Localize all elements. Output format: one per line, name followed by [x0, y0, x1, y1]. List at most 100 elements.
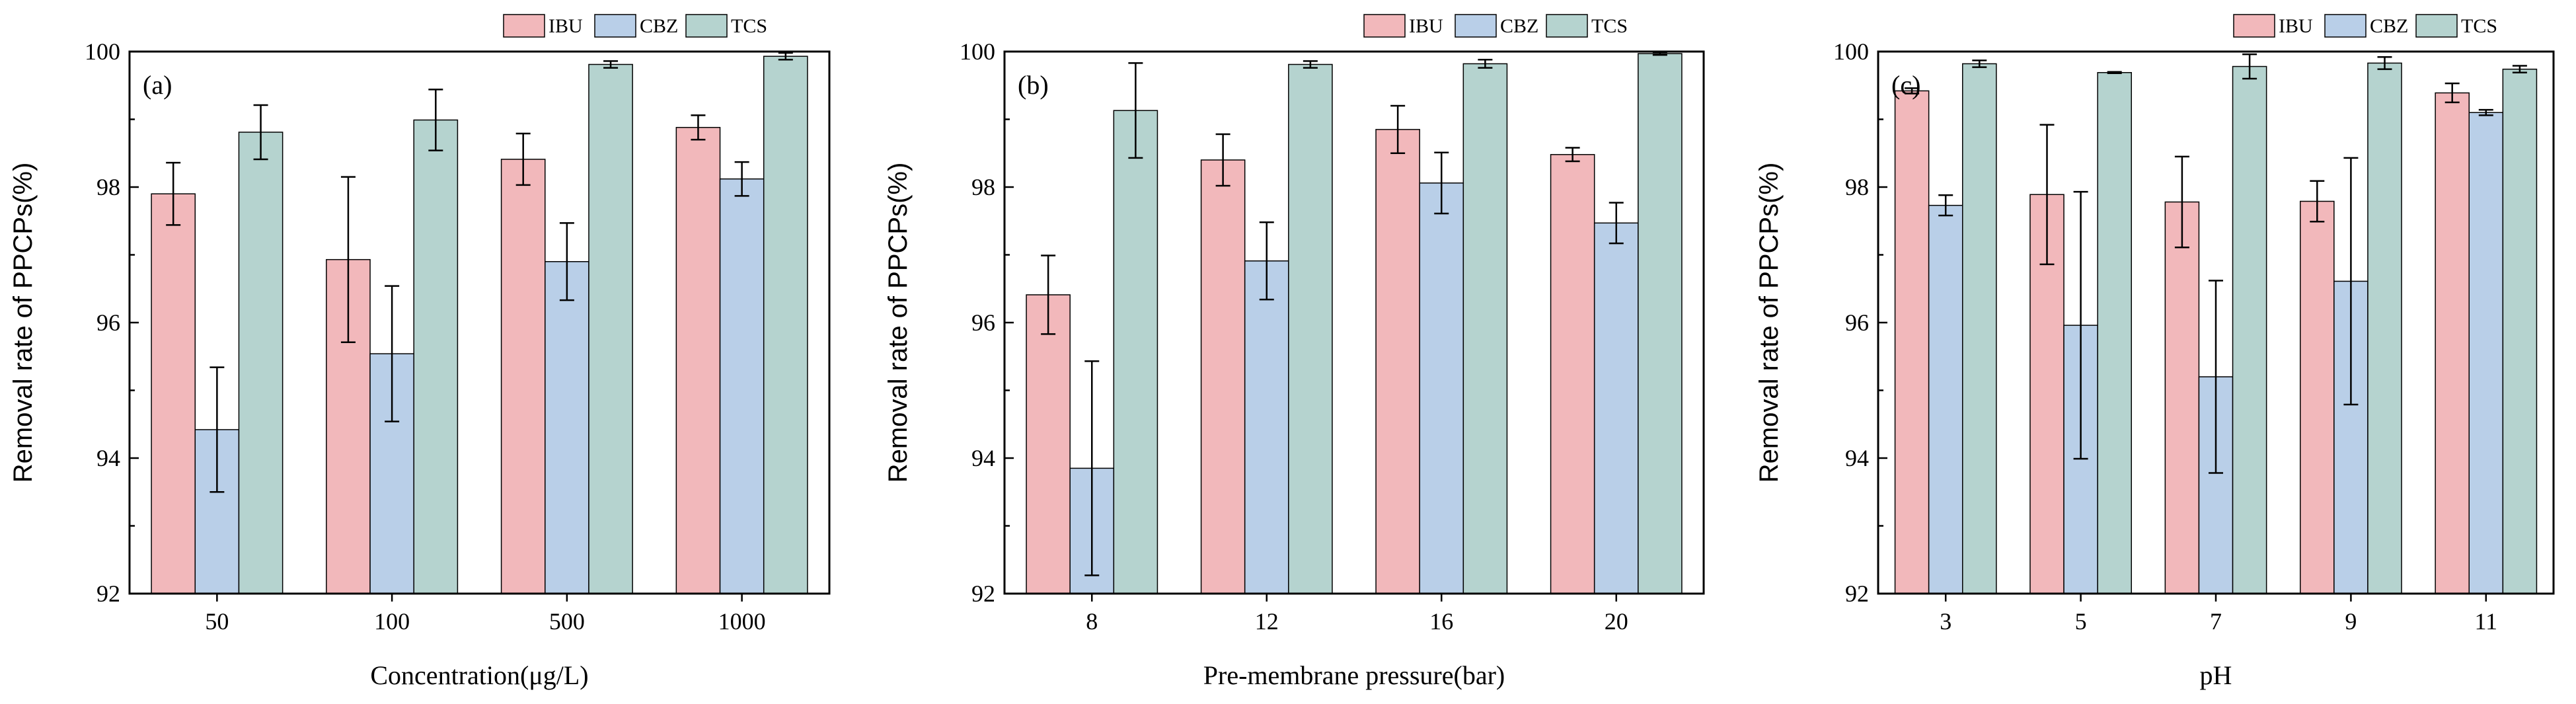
x-tick-label: 3	[1940, 608, 1951, 635]
bar-ibu-3	[1894, 90, 1930, 594]
bar-tcs-500	[588, 63, 633, 594]
x-tick-label: 20	[1605, 608, 1628, 635]
y-tick-label: 98	[1845, 174, 1869, 200]
bar-tcs-1000	[763, 56, 808, 594]
error-bar-ibu-11	[2444, 82, 2460, 104]
series-ibu	[1026, 104, 1595, 594]
chart-panel-1: 92 94 96 98 100 50 100 500 1000 Concentration(μg/…	[9, 14, 831, 690]
y-tick-label: 96	[96, 309, 120, 336]
legend: IBU CBZ TCS	[2233, 14, 2497, 38]
legend-swatch-tcs	[1546, 14, 1588, 38]
y-tick-label: 94	[1845, 445, 1869, 471]
legend-label-cbz: CBZ	[640, 15, 678, 37]
error-bar-cbz-3	[1938, 194, 1953, 217]
error-bar-ibu-12	[1215, 133, 1231, 187]
bar-ibu-16	[1375, 129, 1420, 594]
legend-label-tcs: TCS	[731, 15, 767, 37]
series-ibu	[151, 114, 721, 594]
bar-tcs-12	[1288, 63, 1333, 594]
bar-tcs-3	[1962, 63, 1997, 594]
x-tick-label: 50	[205, 608, 229, 635]
error-bar-cbz-50	[209, 366, 225, 493]
error-bar-tcs-7	[2242, 53, 2257, 80]
bar-tcs-100	[413, 119, 459, 594]
error-bar-tcs-11	[2512, 65, 2527, 74]
bar-ibu-500	[500, 159, 546, 594]
chart-panel-3: 92 94 96 98 100 3 5 7 9 11 pH Removal rate of PPCPs…	[1755, 14, 2555, 690]
error-bar-tcs-3	[1972, 59, 1987, 68]
series-tcs	[1113, 51, 1683, 594]
bar-ibu-9	[2300, 200, 2335, 594]
error-bar-ibu-3	[1905, 87, 1920, 95]
series-tcs	[238, 52, 808, 594]
x-tick-label: 16	[1429, 608, 1453, 635]
y-axis-ticks	[1878, 50, 1887, 595]
error-bar-tcs-8	[1128, 62, 1143, 159]
legend: IBU CBZ TCS	[503, 14, 767, 38]
y-tick-label: 96	[1845, 309, 1869, 336]
y-tick-label: 98	[971, 174, 995, 200]
bar-cbz-20	[1593, 222, 1639, 594]
y-tick-label: 98	[96, 174, 120, 200]
bar-cbz-1000	[719, 178, 765, 594]
bar-ibu-11	[2435, 92, 2470, 594]
x-axis-label: Pre-membrane pressure(bar)	[1203, 660, 1505, 690]
legend-label-tcs: TCS	[1591, 15, 1628, 37]
legend-swatch-ibu	[1363, 14, 1406, 38]
legend-label-ibu: IBU	[2279, 15, 2313, 37]
error-bar-tcs-50	[253, 104, 268, 161]
error-bar-tcs-16	[1478, 59, 1493, 69]
error-bar-cbz-8	[1084, 360, 1100, 576]
bar-tcs-9	[2367, 62, 2402, 594]
panel-label: (c)	[1891, 70, 1920, 100]
legend-swatch-cbz	[1455, 14, 1497, 38]
bar-tcs-5	[2097, 72, 2132, 594]
x-tick-label: 7	[2210, 608, 2222, 635]
bar-tcs-20	[1638, 53, 1683, 594]
bar-ibu-8	[1026, 294, 1071, 594]
error-bar-cbz-1000	[734, 161, 749, 197]
legend-swatch-tcs	[685, 14, 728, 38]
error-bar-cbz-100	[385, 285, 400, 422]
bar-tcs-16	[1462, 63, 1508, 594]
legend-swatch-cbz	[594, 14, 636, 38]
series-ibu	[1894, 82, 2470, 594]
error-bar-ibu-100	[340, 176, 356, 343]
error-bar-ibu-5	[2039, 124, 2055, 266]
error-bar-tcs-5	[2107, 71, 2122, 75]
x-axis-ticks	[1091, 594, 1617, 602]
x-axis-label: Concentration(μg/L)	[370, 660, 588, 690]
error-bar-cbz-5	[2073, 190, 2088, 460]
y-tick-label: 94	[96, 445, 120, 471]
bar-ibu-20	[1550, 154, 1595, 594]
legend-label-cbz: CBZ	[2370, 15, 2408, 37]
bar-cbz-3	[1928, 204, 1963, 594]
error-bar-cbz-20	[1609, 202, 1624, 245]
bar-tcs-8	[1113, 110, 1158, 594]
error-bar-ibu-16	[1390, 104, 1406, 154]
error-bar-tcs-12	[1303, 60, 1318, 69]
error-bar-ibu-500	[515, 132, 531, 186]
legend-label-cbz: CBZ	[1500, 15, 1538, 37]
y-tick-label: 100	[85, 38, 120, 65]
bar-ibu-50	[151, 193, 196, 594]
error-bar-cbz-9	[2343, 157, 2359, 406]
series-cbz	[1928, 108, 2504, 594]
legend-swatch-ibu	[503, 14, 545, 38]
y-axis-label: Removal rate of PPCPs(%)	[9, 163, 38, 483]
series-cbz	[194, 161, 765, 594]
bar-ibu-12	[1200, 159, 1246, 594]
legend-label-ibu: IBU	[1409, 15, 1443, 37]
error-bar-ibu-9	[2310, 180, 2325, 223]
y-tick-label: 100	[960, 38, 995, 65]
y-tick-label: 96	[971, 309, 995, 336]
x-tick-label: 1000	[718, 608, 766, 635]
bar-tcs-7	[2232, 65, 2267, 594]
x-tick-label: 8	[1086, 608, 1098, 635]
error-bar-cbz-16	[1434, 151, 1449, 215]
x-tick-label: 12	[1255, 608, 1279, 635]
panel-label: (b)	[1018, 70, 1049, 100]
bar-cbz-11	[2468, 112, 2504, 594]
error-bar-ibu-50	[166, 161, 181, 226]
